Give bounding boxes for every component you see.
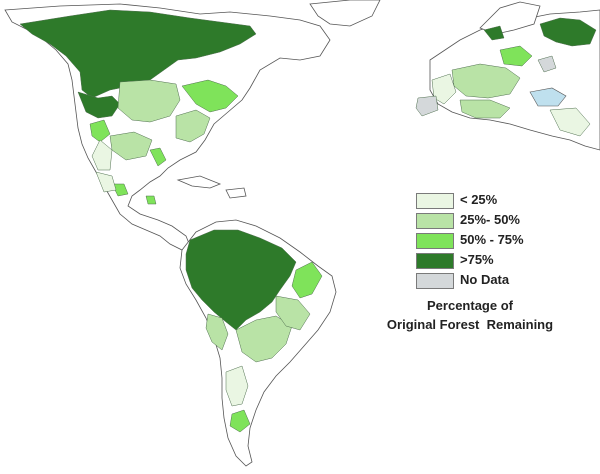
cuba-outline (176, 175, 222, 189)
forest-region-scandinavia (483, 25, 505, 41)
forest-region-andes (205, 313, 229, 351)
legend-swatch-25-50 (416, 213, 454, 229)
forest-region-europe-west (431, 73, 457, 105)
forest-region-central-am (111, 183, 129, 197)
forest-region-europe-north (539, 17, 597, 47)
forest-region-canada-east (181, 79, 239, 113)
no-data-region-caucasus (537, 55, 557, 73)
forest-region-europe-central (451, 63, 521, 99)
legend-label-50-75: 50% - 75% (460, 232, 524, 247)
forest-region-patagonia (229, 409, 251, 433)
forest-region-us-east (175, 109, 211, 143)
map-title-line-2: Original Forest Remaining (386, 317, 554, 332)
legend-label-gt75: >75% (460, 252, 494, 267)
forest-region-florida (149, 147, 167, 167)
forest-region-us-midwest (117, 79, 181, 123)
legend-swatch-50-75 (416, 233, 454, 249)
no-data-region-spain (415, 95, 439, 117)
forest-region-europe-south (459, 99, 511, 119)
forest-region-argentina (225, 365, 249, 407)
forest-region-canada-boreal (19, 9, 257, 99)
forest-region-central-south (235, 315, 293, 363)
forest-region-mexico (95, 171, 117, 193)
forest-region-europe-east (499, 45, 533, 67)
forest-region-panama (145, 195, 157, 205)
legend-swatch-no-data (416, 273, 454, 289)
legend-label-25-50: 25%- 50% (460, 212, 520, 227)
legend-swatch-lt25 (416, 193, 454, 209)
map-title: Percentage of Original Forest Remaining (370, 296, 570, 334)
forest-region-brazil-south (275, 295, 311, 331)
legend-label-no-data: No Data (460, 272, 510, 287)
legend-swatch-gt75 (416, 253, 454, 269)
legend-label-lt25: < 25% (460, 192, 498, 207)
hispaniola-outline (225, 187, 247, 199)
forest-region-us-plains (91, 139, 113, 171)
black-sea (529, 87, 567, 107)
forest-region-balkans (549, 107, 591, 137)
forest-region-brazil-east (291, 261, 323, 299)
map-title-line-1: Percentage of (427, 298, 513, 313)
forest-region-amazon (185, 229, 297, 331)
greenland-outline (309, 0, 381, 27)
forest-region-canada-west (77, 91, 121, 119)
forest-region-us-west (89, 119, 111, 143)
